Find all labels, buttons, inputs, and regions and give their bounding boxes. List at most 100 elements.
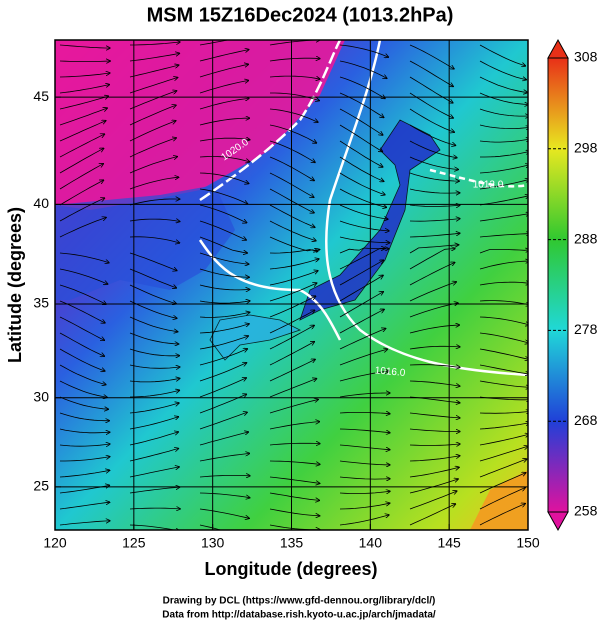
- streamline: [199, 284, 250, 290]
- streamline: [129, 487, 180, 494]
- streamline: [269, 108, 318, 122]
- streamline: [59, 521, 110, 526]
- streamline: [199, 138, 250, 141]
- streamline: [199, 236, 247, 253]
- streamline: [269, 271, 318, 286]
- colorbar: [547, 57, 569, 513]
- streamline: [269, 400, 318, 414]
- streamline: [129, 91, 177, 110]
- streamline: [409, 428, 460, 432]
- streamline: [59, 268, 108, 284]
- streamline: [59, 85, 109, 94]
- streamline: [199, 378, 246, 398]
- streamline: [409, 380, 460, 386]
- streamline: [199, 492, 250, 498]
- streamline: [479, 180, 528, 190]
- streamline: [129, 157, 177, 174]
- y-axis-label: Latitude (degrees): [5, 207, 25, 363]
- streamline: [59, 364, 106, 385]
- streamline: [199, 524, 223, 530]
- streamline: [59, 380, 107, 397]
- x-tick-label: 120: [43, 535, 67, 551]
- colorbar-extend-bottom: [547, 511, 569, 532]
- y-tick-label: 40: [33, 195, 49, 211]
- streamline: [59, 121, 106, 142]
- streamline: [269, 460, 320, 464]
- streamline: [129, 177, 179, 190]
- streamline: [479, 332, 528, 343]
- streamline: [269, 310, 315, 334]
- streamline: [409, 412, 460, 418]
- isobar: [325, 40, 528, 377]
- streamline: [129, 348, 179, 356]
- x-tick-label: 150: [516, 535, 540, 551]
- streamline: [479, 282, 528, 285]
- y-tick-label: 25: [33, 478, 49, 494]
- streamline: [339, 349, 387, 366]
- streamline: [199, 336, 248, 350]
- streamline: [129, 284, 176, 304]
- streamline: [59, 284, 106, 304]
- streamline: [339, 444, 390, 450]
- streamline: [270, 92, 319, 101]
- streamline: [409, 76, 453, 103]
- streamline: [480, 152, 528, 158]
- streamline: [59, 470, 110, 478]
- streamline: [479, 459, 527, 478]
- x-tick-label: 125: [122, 535, 146, 551]
- streamline: [129, 219, 180, 221]
- streamline: [479, 364, 528, 374]
- colorbar-tick-label: 298: [574, 140, 598, 156]
- streamline: [199, 81, 248, 94]
- streamline: [339, 76, 385, 98]
- streamline: [199, 156, 250, 162]
- streamline: [269, 492, 319, 500]
- japan-land: [209, 314, 302, 361]
- colorbar-tick-label: 278: [574, 321, 598, 337]
- streamline: [199, 301, 250, 303]
- streamline: [339, 260, 383, 286]
- streamline: [199, 412, 247, 430]
- streamline: [199, 324, 249, 334]
- streamline: [409, 444, 460, 446]
- streamline: [129, 268, 176, 288]
- streamline: [59, 412, 109, 421]
- streamline: [409, 172, 459, 181]
- streamline: [339, 236, 390, 243]
- streamline: [269, 58, 320, 62]
- streamline: [269, 283, 317, 302]
- streamline: [479, 316, 528, 325]
- streamline: [339, 124, 382, 152]
- streamline: [339, 172, 385, 195]
- streamline: [339, 309, 384, 334]
- streamline: [269, 220, 316, 241]
- streamline: [59, 198, 104, 222]
- streamline: [339, 275, 383, 302]
- streamline: [130, 42, 180, 46]
- streamline: [59, 502, 110, 510]
- y-tick-label: 45: [33, 88, 49, 104]
- streamline: [59, 316, 104, 340]
- streamline: [59, 148, 104, 174]
- streamline: [479, 234, 528, 238]
- streamline: [339, 156, 384, 181]
- streamline: [409, 263, 455, 286]
- isobar: [429, 168, 528, 188]
- streamline: [59, 332, 104, 356]
- streamline: [339, 248, 385, 270]
- streamline: [129, 105, 176, 126]
- streamline: [339, 428, 390, 433]
- streamline: [269, 325, 314, 350]
- streamline: [409, 303, 458, 318]
- streamline: [129, 199, 180, 206]
- streamline: [59, 180, 103, 206]
- streamline: [339, 92, 384, 117]
- streamline: [59, 73, 110, 78]
- streamline: [339, 371, 389, 382]
- streamline: [409, 44, 454, 69]
- colorbar-tick-label: 288: [574, 230, 598, 246]
- streamline: [339, 204, 388, 219]
- streamline: [479, 446, 528, 462]
- streamline: [409, 233, 460, 238]
